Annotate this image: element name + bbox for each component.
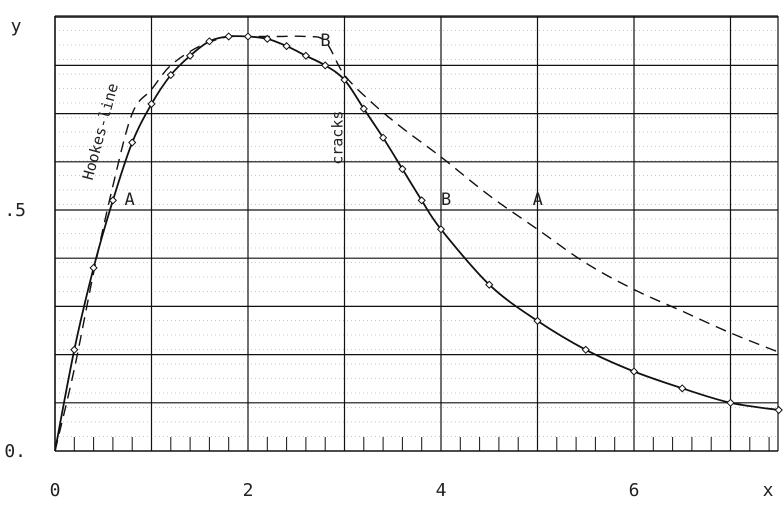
- series-B-point: [359, 104, 368, 113]
- series-B-point: [398, 164, 407, 174]
- series-B-point: [108, 196, 118, 205]
- series-A-line: [54, 35, 780, 452]
- annotation-label: B: [441, 190, 451, 210]
- x-tick-label: 6: [629, 480, 640, 501]
- tick-labels: 0 2 4 6 0. .5: [4, 200, 639, 501]
- series-B-point: [378, 133, 388, 142]
- series-B-line: [54, 35, 779, 452]
- series-B-point: [485, 280, 494, 289]
- annotation-label: A: [124, 190, 134, 210]
- x-tick-label: 4: [436, 480, 447, 501]
- series-B-point: [774, 405, 783, 415]
- series-B-point: [185, 51, 195, 60]
- x-axis-label: x: [763, 480, 774, 501]
- series-B-point: [205, 37, 214, 46]
- series-B-point: [436, 225, 446, 234]
- y-tick-label: 0.: [4, 441, 26, 462]
- series-B-point: [321, 61, 330, 70]
- annotation-label: cracks: [329, 111, 347, 165]
- series-B-point: [224, 32, 233, 41]
- series-layer: [54, 35, 780, 452]
- series-B-point: [282, 42, 291, 51]
- series-B-point: [629, 367, 639, 376]
- annotation-label: A: [533, 190, 543, 210]
- axes: [54, 16, 778, 452]
- major-gridlines: [55, 15, 779, 451]
- series-B-point: [417, 196, 426, 205]
- series-B-point: [263, 34, 272, 43]
- series-B-point: [581, 345, 590, 354]
- series-B-point: [89, 263, 98, 272]
- series-B-point: [70, 345, 79, 354]
- annotation-label: B: [320, 31, 330, 51]
- markers-layer: [70, 32, 783, 415]
- series-B-point: [166, 70, 175, 80]
- series-B-point: [726, 398, 735, 407]
- series-B-point: [243, 32, 253, 41]
- minor-gridlines: [55, 30, 778, 437]
- series-B-point: [147, 99, 156, 109]
- series-B-point: [678, 384, 687, 393]
- x-tick-label: 2: [243, 480, 254, 501]
- series-B-point: [301, 51, 311, 60]
- minor-ticks: [73, 437, 770, 451]
- series-B-point: [340, 75, 349, 84]
- series-B-point: [533, 316, 542, 325]
- y-tick-label: .5: [4, 200, 26, 221]
- x-tick-label: 0: [50, 480, 61, 501]
- series-B-point: [128, 138, 137, 147]
- y-axis-label: y: [11, 16, 22, 37]
